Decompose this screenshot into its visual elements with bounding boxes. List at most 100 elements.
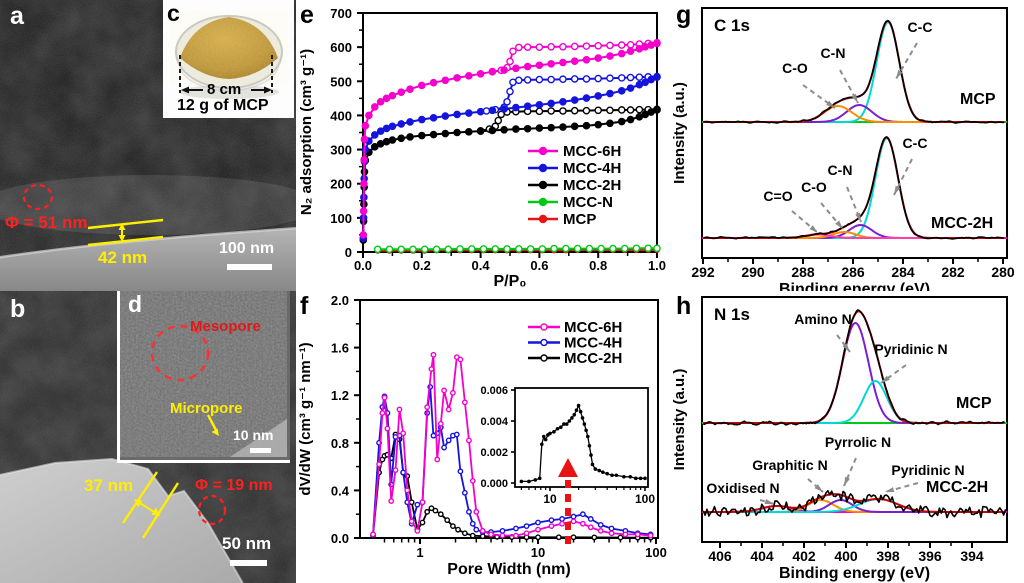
data-marker xyxy=(617,117,626,126)
data-marker xyxy=(382,94,391,103)
data-marker xyxy=(641,78,650,87)
data-marker xyxy=(473,526,480,533)
data-marker xyxy=(385,245,394,254)
peak-label: C=O xyxy=(763,188,792,204)
series-MCC-4H xyxy=(359,72,661,243)
x-tick-label: 402 xyxy=(792,548,816,564)
thickness-annotation-a: 42 nm xyxy=(98,248,148,267)
data-marker xyxy=(582,121,591,130)
component-C-O xyxy=(703,105,1005,123)
data-marker xyxy=(626,84,635,92)
panel-label-d: d xyxy=(128,291,143,317)
data-marker xyxy=(576,403,581,408)
data-marker xyxy=(594,41,603,50)
micropore-label: Micropore xyxy=(170,400,243,417)
x-tick-label: 0.6 xyxy=(530,258,548,273)
panel-label-e: e xyxy=(300,1,314,29)
panel-d-hrtem-inset: d Mesopore Micropore 10 nm xyxy=(117,291,290,463)
y-tick-label: 0.4 xyxy=(331,483,350,498)
data-marker xyxy=(580,416,585,420)
data-marker xyxy=(491,245,500,253)
chart-xps-n1s: 406 404 402 400 398 396 394 Binding energy (eV)… xyxy=(671,296,1008,582)
data-marker xyxy=(570,57,579,65)
data-marker xyxy=(419,519,426,526)
data-marker xyxy=(540,442,544,447)
data-marker xyxy=(594,74,603,83)
arrow-head xyxy=(855,212,861,222)
data-marker xyxy=(533,478,538,482)
hrtem-texture xyxy=(120,291,287,457)
data-marker xyxy=(538,245,547,253)
data-marker xyxy=(626,73,635,82)
data-marker xyxy=(597,522,604,528)
x-tick-label: 0.0 xyxy=(354,258,372,273)
legend-label: MCC-4H xyxy=(564,335,622,352)
data-marker xyxy=(515,43,523,52)
data-marker xyxy=(540,338,548,347)
x-tick-label: 100 xyxy=(645,545,667,560)
data-marker xyxy=(418,115,426,124)
y-tick-label: 600 xyxy=(330,40,352,55)
raw-data xyxy=(703,309,1005,426)
data-marker xyxy=(400,430,407,437)
x-tick-label: 284 xyxy=(891,264,915,280)
chart-n2-adsorption: 0.0 0.2 0.4 0.6 0.8 1.0 0 100 200 300 400 500 600 700… xyxy=(298,6,666,290)
data-marker xyxy=(594,120,603,129)
data-marker xyxy=(582,106,591,115)
data-marker xyxy=(406,133,414,141)
data-marker xyxy=(441,129,450,138)
data-marker xyxy=(535,519,541,526)
data-marker xyxy=(466,508,472,515)
data-marker xyxy=(548,431,552,436)
y-tick-label: 500 xyxy=(330,74,352,89)
data-marker xyxy=(594,92,603,100)
scalebar-a xyxy=(227,264,272,270)
chart-xps-c1s: 292 290 288 286 284 282 280 Binding energy (eV)… xyxy=(671,7,1015,291)
data-marker xyxy=(547,99,555,108)
data-marker xyxy=(597,468,602,473)
data-marker xyxy=(570,518,577,525)
data-marker xyxy=(538,163,548,173)
inset-x-tick: 10 xyxy=(543,492,557,506)
data-marker xyxy=(519,479,524,484)
data-marker xyxy=(552,430,556,434)
y-axis-title: Intensity (a.u.) xyxy=(671,82,688,184)
arrow-head xyxy=(844,476,850,486)
data-marker xyxy=(523,76,532,84)
data-marker xyxy=(582,75,591,83)
data-marker xyxy=(570,42,579,51)
data-marker xyxy=(538,197,548,207)
data-marker xyxy=(585,244,594,253)
data-marker xyxy=(632,244,641,253)
data-marker xyxy=(408,518,415,525)
legend-label: MCC-2H xyxy=(564,350,622,367)
data-marker xyxy=(476,107,485,116)
thickness-annotation-b: 37 nm xyxy=(84,476,134,495)
scalebar-label-b: 50 nm xyxy=(222,534,272,553)
data-marker xyxy=(570,106,579,115)
spectrum-MCP: MCP xyxy=(702,309,1007,426)
x-tick-label: 290 xyxy=(741,264,765,280)
data-marker xyxy=(547,43,555,51)
data-marker xyxy=(606,41,614,50)
data-marker xyxy=(653,73,661,81)
data-marker xyxy=(587,516,594,522)
arrow-head xyxy=(835,220,843,229)
data-marker xyxy=(441,76,450,85)
data-marker xyxy=(550,244,558,253)
data-marker xyxy=(388,122,397,131)
data-marker xyxy=(444,517,451,524)
peak-label: Amino N xyxy=(794,311,852,327)
data-marker xyxy=(453,74,461,82)
dish-width-label: 8 cm xyxy=(207,81,242,98)
sample-label: MCP xyxy=(960,91,996,108)
data-marker xyxy=(360,156,368,164)
xps-plot: 292 290 288 286 284 282 280 xyxy=(691,7,1015,280)
data-marker xyxy=(512,64,520,73)
data-marker xyxy=(453,128,461,137)
data-marker xyxy=(606,52,614,60)
data-marker xyxy=(543,437,548,442)
